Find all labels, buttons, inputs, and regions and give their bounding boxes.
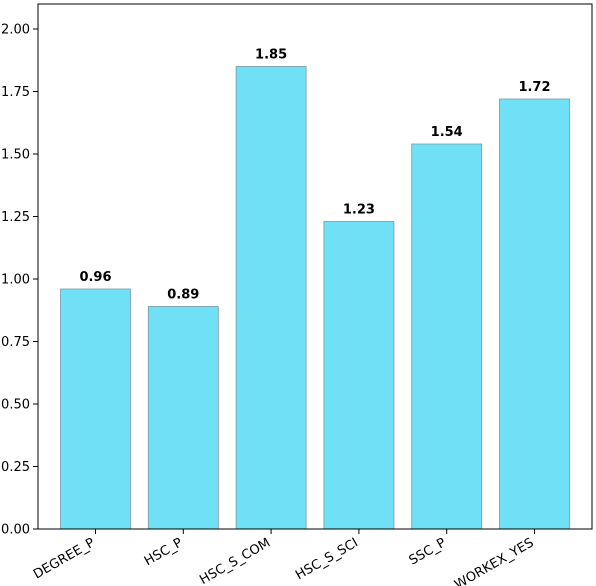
bar-series: 0.96 0.89 1.85 1.23 1.54 1.72	[60, 48, 570, 530]
bar	[411, 143, 483, 530]
bar	[499, 98, 570, 530]
bar-value-label: 0.96	[79, 270, 111, 285]
bar-value-label: 1.23	[343, 203, 375, 218]
plot-frame	[37, 3, 593, 530]
y-tick-label: 0.25	[1, 460, 30, 475]
bar-value-label: 1.85	[255, 48, 287, 63]
bar	[323, 221, 395, 530]
y-tick-label: 0.50	[1, 398, 30, 413]
bar	[235, 66, 307, 530]
x-tick-label: HSC_P	[142, 535, 186, 569]
bar	[147, 306, 219, 530]
x-axis: DEGREE_P HSC_P HSC_S_COM HSC_S_SCI SSC_P WORK…	[31, 529, 537, 586]
x-tick-label: DEGREE_P	[31, 535, 98, 582]
y-tick-label: 0.00	[1, 523, 30, 538]
x-tick-label: HSC_S_SCI	[293, 535, 361, 583]
y-tick-label: 1.00	[1, 273, 30, 288]
bar	[60, 288, 131, 530]
y-tick-label: 1.75	[1, 85, 30, 100]
bar-value-label: 0.89	[167, 288, 199, 303]
y-tick-label: 1.50	[1, 148, 30, 163]
y-tick-label: 1.25	[1, 210, 30, 225]
bar-value-label: 1.72	[518, 80, 550, 95]
bar-value-label: 1.54	[431, 125, 463, 140]
y-tick-label: 2.00	[1, 23, 30, 38]
x-tick-label: SSC_P	[407, 535, 449, 568]
y-tick-label: 0.75	[1, 335, 30, 350]
x-tick-label: WORKEX_YES	[452, 535, 536, 586]
x-tick-label: HSC_S_COM	[197, 535, 273, 586]
y-axis: 0.00 0.25 0.50 0.75 1.00 1.25 1.50 1.75 2.00	[1, 23, 38, 538]
